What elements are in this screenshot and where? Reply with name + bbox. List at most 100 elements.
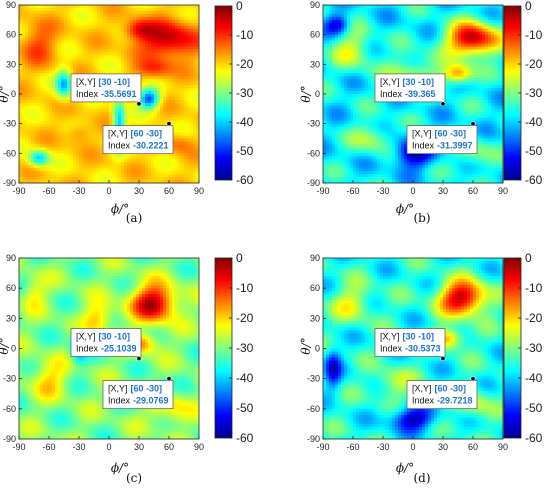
heatmap-cell	[479, 37, 483, 41]
heatmap-cell	[157, 120, 161, 125]
heatmap-cell	[356, 31, 360, 36]
heatmap-cell	[344, 46, 348, 50]
heatmap-cell	[103, 46, 107, 50]
heatmap-cell	[118, 102, 122, 107]
heatmap-cell	[118, 55, 122, 59]
heatmap-cell	[43, 43, 47, 47]
datatip[interactable]: [X,Y] [60 -30]Index -30.2221	[102, 121, 174, 155]
heatmap-cell	[73, 19, 77, 24]
heatmap-cell	[500, 16, 504, 21]
heatmap-cell	[377, 46, 381, 50]
heatmap-cell	[407, 22, 411, 27]
heatmap-cell	[124, 31, 128, 36]
heatmap-cell	[368, 13, 372, 18]
heatmap-cell	[449, 25, 453, 30]
heatmap-cell	[49, 111, 53, 116]
heatmap-cell	[476, 22, 480, 27]
heatmap-cell	[61, 49, 65, 53]
heatmap-cell	[368, 64, 372, 68]
heatmap-cell	[371, 31, 375, 36]
heatmap-cell	[166, 34, 170, 39]
datatip-marker[interactable]	[136, 101, 142, 107]
heatmap-cell	[145, 64, 149, 68]
heatmap-cell	[383, 10, 387, 15]
heatmap-cell	[419, 49, 423, 53]
heatmap-cell	[124, 108, 128, 113]
heatmap-cell	[31, 114, 35, 119]
heatmap-cell	[145, 174, 149, 178]
heatmap-cell	[67, 82, 71, 86]
heatmap-cell	[22, 165, 26, 169]
heatmap-cell	[181, 96, 185, 101]
heatmap-cell	[43, 31, 47, 36]
heatmap-cell	[148, 76, 152, 80]
heatmap-cell	[40, 156, 44, 160]
heatmap-cell	[94, 10, 98, 15]
heatmap-cell	[49, 58, 53, 62]
heatmap-cell	[106, 102, 110, 107]
heatmap-cell	[488, 5, 492, 9]
heatmap-cell	[43, 171, 47, 175]
heatmap-cell	[446, 49, 450, 53]
heatmap-cell	[118, 108, 122, 113]
heatmap-cell	[61, 159, 65, 163]
datatip-xy-label: [X,Y]	[108, 129, 128, 139]
heatmap-cell	[425, 13, 429, 18]
heatmap-cell	[398, 55, 402, 59]
heatmap-cell	[79, 40, 83, 44]
heatmap-cell	[85, 46, 89, 50]
heatmap-cell	[76, 5, 80, 9]
heatmap-cell	[178, 5, 182, 9]
heatmap-cell	[416, 58, 420, 62]
datatip[interactable]: [X,Y] [30 -10]Index -35.5691	[70, 73, 142, 107]
heatmap-cell	[187, 64, 191, 68]
heatmap-cell	[407, 31, 411, 36]
heatmap-cell	[395, 22, 399, 27]
heatmap-cell	[73, 171, 77, 175]
heatmap-cell	[37, 76, 41, 80]
heatmap-cell	[46, 105, 50, 110]
heatmap-cell	[49, 177, 53, 181]
heatmap-cell	[124, 111, 128, 116]
heatmap-cell	[326, 13, 330, 18]
heatmap-cell	[374, 5, 378, 9]
heatmap-cell	[58, 141, 62, 145]
heatmap-cell	[76, 168, 80, 172]
heatmap-cell	[407, 61, 411, 65]
heatmap-cell	[178, 177, 182, 181]
heatmap-cell	[70, 31, 74, 36]
heatmap-cell	[121, 28, 125, 33]
heatmap-cell	[374, 46, 378, 50]
heatmap-cell	[91, 129, 95, 133]
heatmap-cell	[488, 16, 492, 21]
heatmap-cell	[85, 138, 89, 142]
heatmap-cell	[187, 147, 191, 151]
heatmap-cell	[112, 117, 116, 122]
heatmap-cell	[338, 67, 342, 71]
heatmap-cell	[148, 153, 152, 157]
heatmap-cell	[121, 177, 125, 181]
heatmap-cell	[25, 177, 29, 181]
heatmap-cell	[64, 82, 68, 86]
heatmap-cell	[398, 25, 402, 30]
heatmap-cell	[341, 49, 345, 53]
heatmap-cell	[368, 37, 372, 41]
heatmap-cell	[488, 49, 492, 53]
heatmap-cell	[103, 102, 107, 107]
heatmap-cell	[73, 129, 77, 133]
heatmap-cell	[67, 153, 71, 157]
heatmap-cell	[22, 108, 26, 113]
heatmap-cell	[335, 10, 339, 15]
datatip-marker[interactable]	[166, 121, 172, 127]
heatmap-cell	[461, 22, 465, 27]
heatmap-cell	[25, 147, 29, 151]
heatmap-cell	[88, 16, 92, 21]
heatmap-cell	[371, 7, 375, 12]
heatmap-cell	[350, 58, 354, 62]
heatmap-cell	[470, 5, 474, 9]
heatmap-cell	[118, 168, 122, 172]
heatmap-cell	[362, 10, 366, 15]
heatmap-cell	[380, 13, 384, 18]
heatmap-cell	[94, 67, 98, 71]
heatmap-cell	[46, 108, 50, 113]
